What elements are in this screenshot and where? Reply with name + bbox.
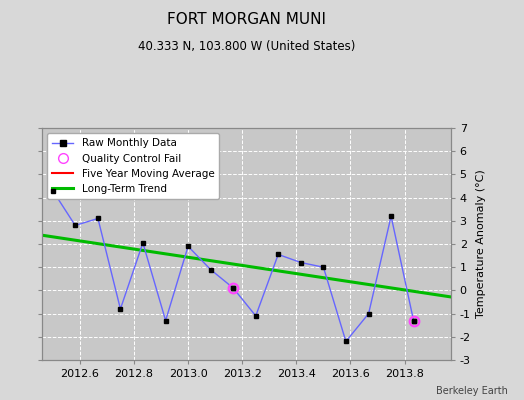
Y-axis label: Temperature Anomaly (°C): Temperature Anomaly (°C) — [476, 170, 486, 318]
Text: 40.333 N, 103.800 W (United States): 40.333 N, 103.800 W (United States) — [138, 40, 355, 53]
Text: FORT MORGAN MUNI: FORT MORGAN MUNI — [167, 12, 326, 27]
Legend: Raw Monthly Data, Quality Control Fail, Five Year Moving Average, Long-Term Tren: Raw Monthly Data, Quality Control Fail, … — [47, 133, 220, 199]
Text: Berkeley Earth: Berkeley Earth — [436, 386, 508, 396]
